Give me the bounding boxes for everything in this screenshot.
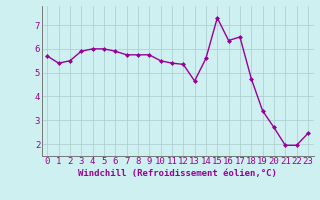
X-axis label: Windchill (Refroidissement éolien,°C): Windchill (Refroidissement éolien,°C)	[78, 169, 277, 178]
